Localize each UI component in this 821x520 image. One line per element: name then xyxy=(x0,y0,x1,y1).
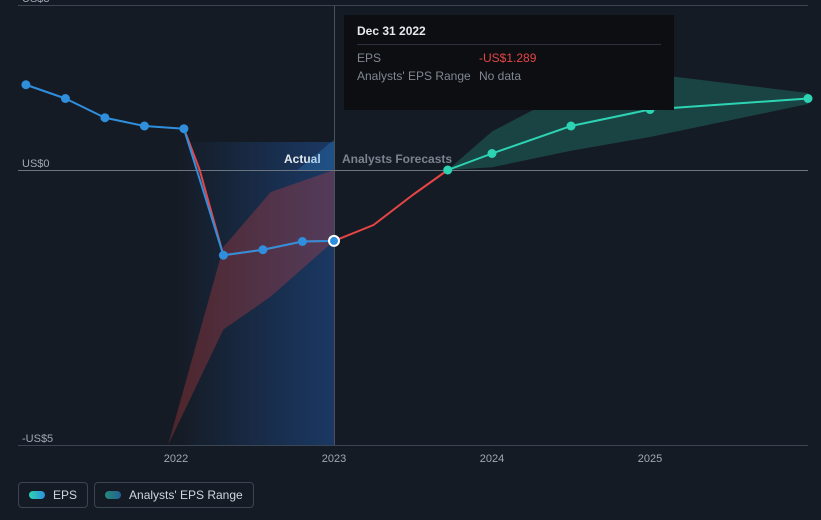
legend-label: EPS xyxy=(53,488,77,502)
x-axis-label: 2023 xyxy=(322,453,346,465)
legend-item-eps[interactable]: EPS xyxy=(18,482,88,508)
tooltip-date: Dec 31 2022 xyxy=(357,24,661,45)
tooltip-value: No data xyxy=(479,69,521,83)
legend-label: Analysts' EPS Range xyxy=(129,488,243,502)
tooltip-key: Analysts' EPS Range xyxy=(357,69,479,83)
x-axis-label: 2025 xyxy=(638,453,662,465)
legend-swatch-range xyxy=(105,491,121,499)
gridline xyxy=(18,445,808,446)
tooltip-key: EPS xyxy=(357,51,479,65)
x-axis-label: 2024 xyxy=(480,453,504,465)
chart-tooltip: Dec 31 2022 EPS -US$1.289 Analysts' EPS … xyxy=(344,15,674,110)
legend-item-range[interactable]: Analysts' EPS Range xyxy=(94,482,254,508)
tooltip-value: -US$1.289 xyxy=(479,51,536,65)
x-axis-label: 2022 xyxy=(164,453,188,465)
legend: EPS Analysts' EPS Range xyxy=(18,482,254,508)
legend-swatch-eps xyxy=(29,491,45,499)
tooltip-row-range: Analysts' EPS Range No data xyxy=(357,67,661,85)
tooltip-row-eps: EPS -US$1.289 xyxy=(357,49,661,67)
